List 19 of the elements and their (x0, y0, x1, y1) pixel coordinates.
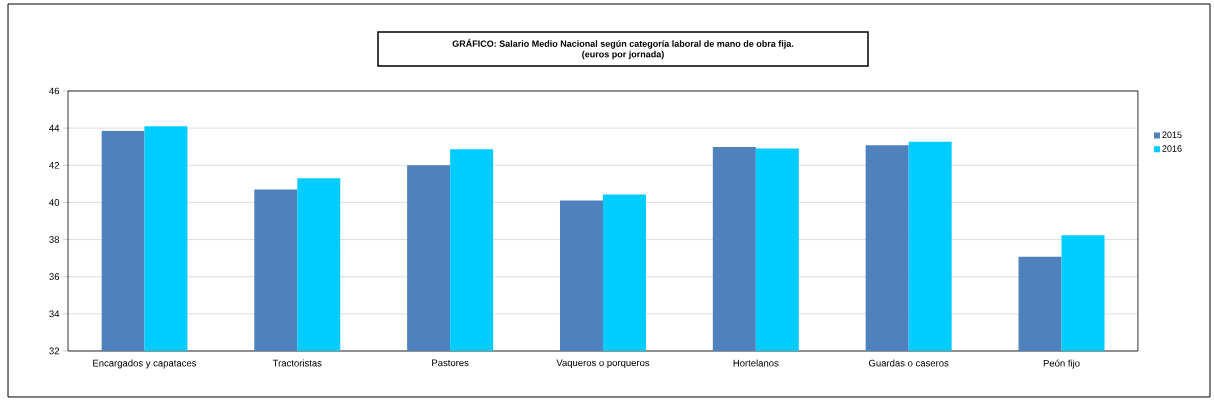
x-tick-label: Vaqueros o porqueros (556, 359, 650, 369)
chart-subtitle: (euros por jornada) (582, 50, 664, 60)
x-tick-label: Pastores (432, 359, 469, 367)
y-tick-label: 46 (49, 87, 60, 95)
y-tick-label: 36 (49, 273, 60, 281)
x-tick-label: Tractoristas (272, 359, 322, 367)
y-tick-label: 40 (49, 199, 60, 206)
legend-label: 2015 (1162, 131, 1182, 138)
chart-title: GRÁFICO: Salario Medio Nacional según categoría laboral de mano de obra fija. (452, 38, 794, 49)
x-tick-label: Guardas o caseros (869, 359, 949, 367)
x-tick-label: Encargados y capataces (93, 359, 197, 369)
legend-label: 2016 (1162, 145, 1182, 152)
y-tick-label: 34 (49, 310, 60, 318)
y-tick-label: 44 (49, 124, 60, 132)
y-tick-label: 38 (49, 236, 60, 243)
y-tick-label: 42 (49, 161, 60, 169)
x-tick-label: Hortelanos (733, 359, 779, 367)
y-tick-label: 32 (49, 347, 60, 355)
x-tick-label: Peón fijo (1043, 359, 1080, 369)
